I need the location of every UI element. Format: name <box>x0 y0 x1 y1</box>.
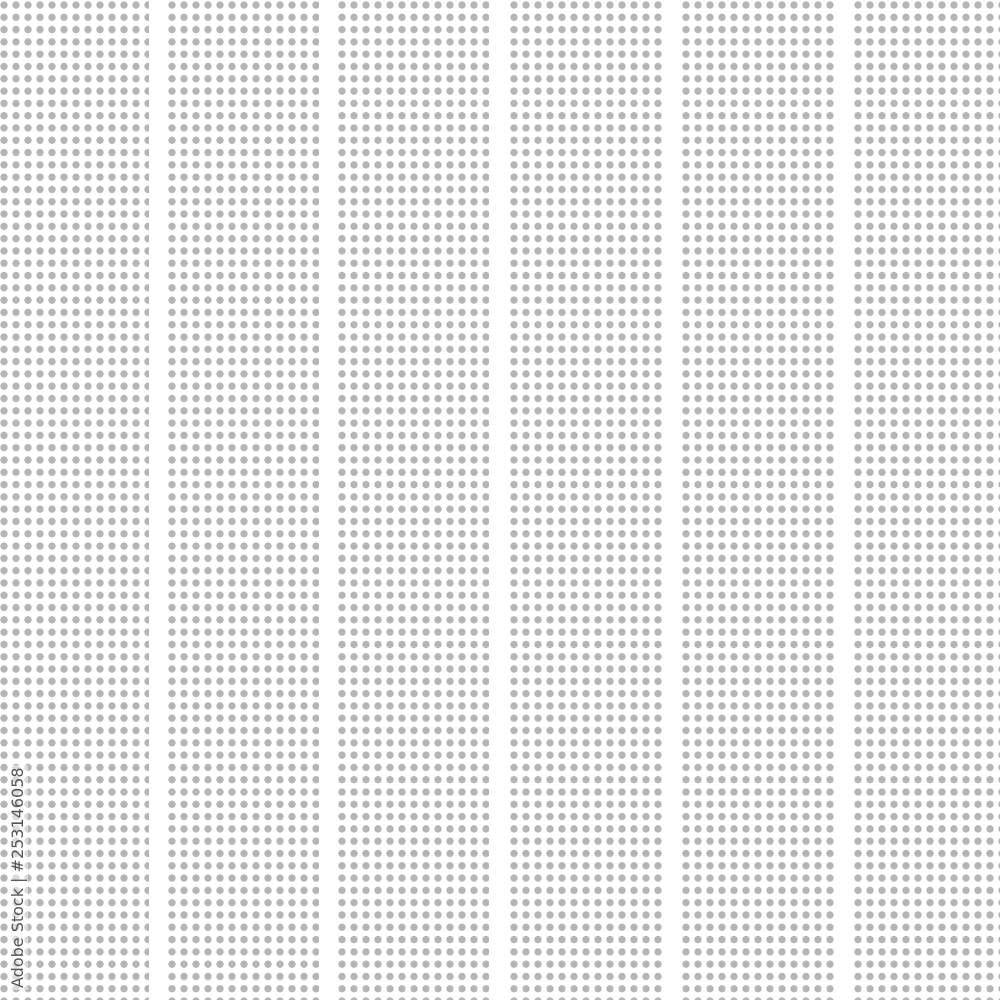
dot-stripe-4 <box>508 0 662 1000</box>
dot-stripe-6 <box>852 0 1000 1000</box>
dot-stripe-2 <box>166 0 319 1000</box>
dot-stripe-3 <box>336 0 489 1000</box>
dot-stripe-5 <box>680 0 834 1000</box>
watermark-text: Adobe Stock | #253146058 <box>8 765 28 990</box>
